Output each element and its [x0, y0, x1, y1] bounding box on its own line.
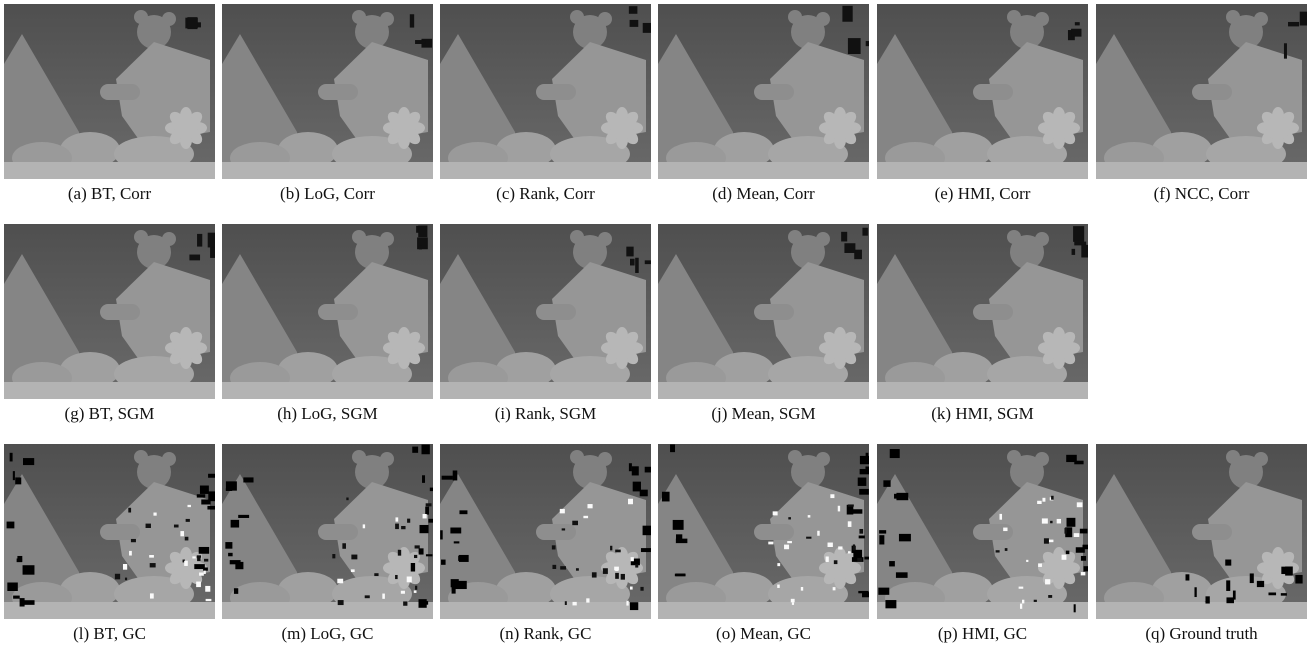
panel-caption: (m) LoG, GC [281, 624, 374, 643]
panel-caption: (h) LoG, SGM [277, 404, 378, 423]
panel-caption: (e) HMI, Corr [934, 184, 1031, 203]
panel-h: (h) LoG, SGM [222, 224, 433, 423]
disparity-map-e [877, 4, 1088, 179]
panel-caption: (q) Ground truth [1145, 624, 1258, 643]
disparity-map-d [658, 4, 869, 179]
disparity-map-m [222, 444, 433, 619]
disparity-map-j [658, 224, 869, 399]
panel-caption: (i) Rank, SGM [494, 404, 597, 423]
panel-caption: (p) HMI, GC [937, 624, 1028, 643]
panel-n: (n) Rank, GC [440, 444, 651, 643]
panel-caption: (j) Mean, SGM [711, 404, 816, 423]
panel-m: (m) LoG, GC [222, 444, 433, 643]
panel-p: (p) HMI, GC [877, 444, 1088, 643]
disparity-map-i [440, 224, 651, 399]
panel-i: (i) Rank, SGM [440, 224, 651, 423]
panel-q: (q) Ground truth [1096, 444, 1307, 643]
panel-caption: (n) Rank, GC [499, 624, 592, 643]
panel-l: (l) BT, GC [4, 444, 215, 643]
disparity-map-f [1096, 4, 1307, 179]
panel-caption: (c) Rank, Corr [496, 184, 595, 203]
panel-b: (b) LoG, Corr [222, 4, 433, 203]
disparity-map-h [222, 224, 433, 399]
panel-j: (j) Mean, SGM [658, 224, 869, 423]
panel-caption: (o) Mean, GC [716, 624, 811, 643]
panel-caption: (d) Mean, Corr [712, 184, 815, 203]
disparity-map-q [1096, 444, 1307, 619]
panel-k: (k) HMI, SGM [877, 224, 1088, 423]
disparity-map-k [877, 224, 1088, 399]
panel-e: (e) HMI, Corr [877, 4, 1088, 203]
disparity-map-l [4, 444, 215, 619]
panel-c: (c) Rank, Corr [440, 4, 651, 203]
disparity-map-n [440, 444, 651, 619]
panel-caption: (l) BT, GC [73, 624, 146, 643]
panel-caption: (g) BT, SGM [64, 404, 155, 423]
disparity-map-c [440, 4, 651, 179]
panel-g: (g) BT, SGM [4, 224, 215, 423]
panel-caption: (f) NCC, Corr [1153, 184, 1250, 203]
panel-d: (d) Mean, Corr [658, 4, 869, 203]
panel-o: (o) Mean, GC [658, 444, 869, 643]
panel-caption: (a) BT, Corr [67, 184, 152, 203]
disparity-map-p [877, 444, 1088, 619]
disparity-map-b [222, 4, 433, 179]
disparity-map-a [4, 4, 215, 179]
disparity-map-g [4, 224, 215, 399]
panel-f: (f) NCC, Corr [1096, 4, 1307, 203]
panel-a: (a) BT, Corr [4, 4, 215, 203]
panel-caption: (b) LoG, Corr [280, 184, 375, 203]
panel-caption: (k) HMI, SGM [931, 404, 1034, 423]
disparity-map-o [658, 444, 869, 619]
